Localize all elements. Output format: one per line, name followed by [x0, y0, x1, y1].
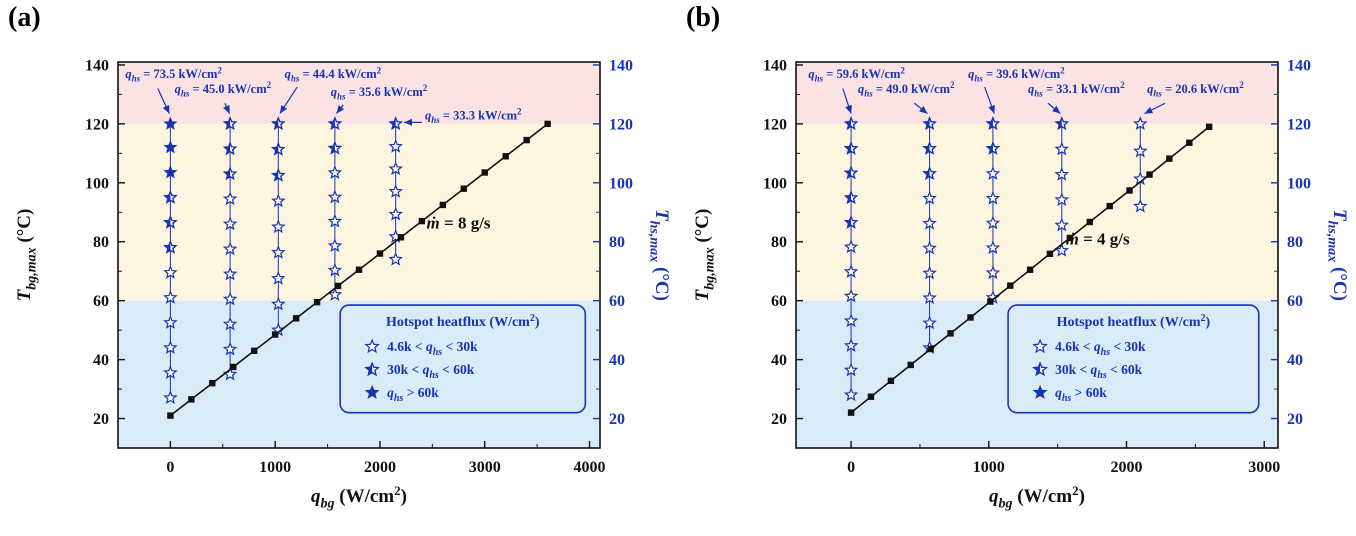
svg-text:qhs = 33.3 kW/cm2: qhs = 33.3 kW/cm2 — [425, 107, 522, 125]
svg-text:4.6k < qhs < 30k: 4.6k < qhs < 30k — [1055, 339, 1146, 358]
svg-text:140: 140 — [1287, 57, 1311, 74]
legend-box — [1007, 304, 1260, 414]
svg-text:120: 120 — [609, 116, 633, 133]
legend-box — [339, 304, 587, 414]
hotspot-star-columns — [163, 116, 403, 405]
background-heatflux-series — [167, 120, 551, 419]
svg-text:1000: 1000 — [973, 459, 1005, 476]
axis-titles: qbg (W/cm2) Tbg,max (°C) Ths,max (°C) — [692, 209, 1350, 512]
svg-text:60: 60 — [93, 293, 109, 310]
panel-a: (a) 20 20 40 40 60 60 80 80 100 100 120 120 140 140 0 1… — [8, 2, 672, 512]
svg-text:0: 0 — [847, 459, 855, 476]
svg-text:qhs = 59.6 kW/cm2: qhs = 59.6 kW/cm2 — [808, 65, 905, 83]
svg-text:Tbg,max (°C): Tbg,max (°C) — [692, 209, 717, 302]
svg-text:qhs = 39.6 kW/cm2: qhs = 39.6 kW/cm2 — [968, 65, 1065, 83]
svg-text:100: 100 — [763, 175, 787, 192]
svg-text:ṁ = 4 g/s: ṁ = 4 g/s — [1066, 230, 1130, 249]
svg-text:140: 140 — [763, 57, 787, 74]
svg-text:80: 80 — [609, 234, 625, 251]
svg-text:20: 20 — [771, 411, 787, 428]
svg-text:1000: 1000 — [259, 459, 291, 476]
svg-text:qhs = 45.0 kW/cm2: qhs = 45.0 kW/cm2 — [175, 80, 272, 98]
svg-text:qhs = 73.5 kW/cm2: qhs = 73.5 kW/cm2 — [125, 65, 222, 83]
axes-ticks: 20 20 40 40 60 60 80 80 100 100 120 120 140 140 0 1000 2… — [85, 57, 633, 476]
svg-text:140: 140 — [609, 57, 633, 74]
svg-text:140: 140 — [85, 57, 109, 74]
svg-text:120: 120 — [1287, 116, 1311, 133]
svg-text:100: 100 — [1287, 175, 1311, 192]
chart-a-canvas: 20 20 40 40 60 60 80 80 100 100 120 120 140 140 0 1000 2… — [14, 57, 672, 512]
svg-text:100: 100 — [85, 175, 109, 192]
plot-frame — [117, 61, 601, 449]
svg-text:100: 100 — [609, 175, 633, 192]
panel-b: (b) 20 20 40 40 60 60 80 80 100 100 120 120 140 140 0 1… — [678, 0, 1356, 536]
svg-text:Hotspot heatflux (W/cm2): Hotspot heatflux (W/cm2) — [1057, 313, 1211, 330]
svg-text:2000: 2000 — [1111, 459, 1143, 476]
svg-text:qhs = 44.4 kW/cm2: qhs = 44.4 kW/cm2 — [285, 65, 382, 83]
svg-text:60: 60 — [1287, 293, 1303, 310]
svg-text:3000: 3000 — [469, 459, 501, 476]
svg-text:Ths,max (°C): Ths,max (°C) — [647, 209, 672, 301]
svg-text:80: 80 — [93, 234, 109, 251]
temperature-bands — [118, 62, 600, 448]
svg-text:40: 40 — [609, 352, 625, 369]
svg-text:120: 120 — [763, 116, 787, 133]
svg-text:80: 80 — [771, 234, 787, 251]
svg-text:40: 40 — [1287, 352, 1303, 369]
svg-text:40: 40 — [771, 352, 787, 369]
plot-frame — [795, 61, 1279, 449]
svg-text:qbg (W/cm2): qbg (W/cm2) — [989, 483, 1085, 512]
svg-text:qhs = 49.0 kW/cm2: qhs = 49.0 kW/cm2 — [858, 80, 955, 98]
hotspot-star-columns — [843, 116, 1148, 402]
axis-titles: qbg (W/cm2) Tbg,max (°C) Ths,max (°C) — [14, 209, 672, 512]
legend: Hotspot heatflux (W/cm2) 4.6k < qhs < 30k… — [1007, 304, 1260, 414]
svg-text:qhs > 60k: qhs > 60k — [387, 385, 439, 404]
svg-text:120: 120 — [85, 116, 109, 133]
panel-b-label: (b) — [686, 2, 721, 33]
svg-text:qhs = 35.6 kW/cm2: qhs = 35.6 kW/cm2 — [331, 83, 428, 101]
svg-text:Tbg,max (°C): Tbg,max (°C) — [14, 209, 39, 302]
background-heatflux-series — [847, 123, 1213, 416]
chart-b-canvas: 20 20 40 40 60 60 80 80 100 100 120 120 140 140 0 1000 2… — [692, 57, 1350, 512]
svg-text:30k < qhs < 60k: 30k < qhs < 60k — [387, 362, 475, 381]
temperature-bands — [796, 62, 1278, 448]
svg-text:4.6k < qhs < 30k: 4.6k < qhs < 30k — [387, 339, 478, 358]
svg-text:qhs > 60k: qhs > 60k — [1055, 385, 1107, 404]
svg-text:ṁ = 8 g/s: ṁ = 8 g/s — [427, 213, 491, 232]
svg-text:4000: 4000 — [574, 459, 606, 476]
svg-text:2000: 2000 — [364, 459, 396, 476]
svg-text:20: 20 — [93, 411, 109, 428]
axes-ticks: 20 20 40 40 60 60 80 80 100 100 120 120 140 140 0 1000 2… — [763, 57, 1311, 476]
svg-text:20: 20 — [609, 411, 625, 428]
svg-text:80: 80 — [1287, 234, 1303, 251]
svg-text:30k < qhs < 60k: 30k < qhs < 60k — [1055, 362, 1143, 381]
svg-text:Ths,max (°C): Ths,max (°C) — [1325, 209, 1350, 301]
legend: Hotspot heatflux (W/cm2) 4.6k < qhs < 30k… — [339, 304, 587, 414]
panel-a-label: (a) — [8, 2, 41, 33]
svg-text:3000: 3000 — [1248, 459, 1280, 476]
svg-text:qhs = 33.1 kW/cm2: qhs = 33.1 kW/cm2 — [1028, 80, 1125, 98]
svg-text:20: 20 — [1287, 411, 1303, 428]
svg-text:qbg (W/cm2): qbg (W/cm2) — [311, 483, 407, 512]
svg-text:Hotspot heatflux (W/cm2): Hotspot heatflux (W/cm2) — [386, 313, 540, 330]
svg-text:0: 0 — [166, 459, 174, 476]
svg-text:60: 60 — [609, 293, 625, 310]
svg-text:60: 60 — [771, 293, 787, 310]
svg-text:qhs = 20.6 kW/cm2: qhs = 20.6 kW/cm2 — [1147, 80, 1244, 98]
svg-text:40: 40 — [93, 352, 109, 369]
